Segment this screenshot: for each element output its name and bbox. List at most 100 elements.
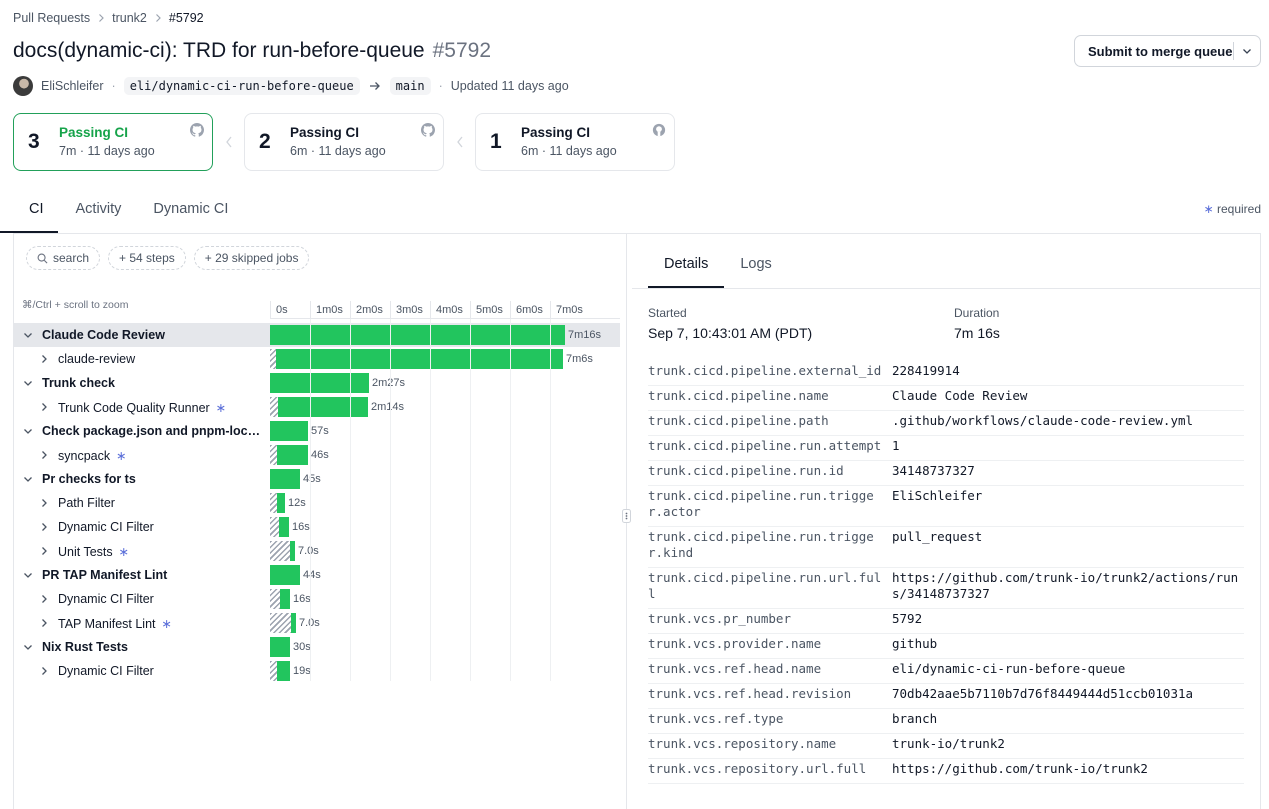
github-icon[interactable] bbox=[652, 123, 666, 137]
chevron-right-icon[interactable] bbox=[39, 450, 49, 460]
chevron-down-icon[interactable] bbox=[23, 570, 33, 580]
attribute-value: branch bbox=[892, 711, 938, 726]
duration-bar[interactable] bbox=[278, 397, 368, 417]
run-status: Passing CI bbox=[59, 125, 129, 140]
job-name: Check package.json and pnpm-loc… bbox=[42, 424, 261, 438]
breadcrumb-trunk2[interactable]: trunk2 bbox=[112, 11, 147, 25]
attribute-row: trunk.vcs.pr_number 5792 bbox=[648, 609, 1244, 634]
tab-details[interactable]: Details bbox=[647, 246, 725, 288]
job-row[interactable]: Path Filter 12s bbox=[14, 491, 620, 515]
chevron-down-icon[interactable] bbox=[23, 642, 33, 652]
job-group-row[interactable]: Trunk check 2m27s bbox=[14, 371, 620, 395]
chevron-down-icon[interactable] bbox=[23, 330, 33, 340]
chevron-right-icon[interactable] bbox=[39, 402, 49, 412]
attribute-key: trunk.vcs.repository.url.full bbox=[648, 761, 867, 776]
chevron-left-icon bbox=[226, 136, 232, 148]
attribute-value: 5792 bbox=[892, 611, 923, 626]
job-group-row[interactable]: Nix Rust Tests 30s bbox=[14, 635, 620, 659]
job-row[interactable]: TAP Manifest Lint∗ 7.0s bbox=[14, 611, 620, 635]
job-name: Nix Rust Tests bbox=[42, 640, 128, 654]
axis-tick: 3m0s bbox=[390, 301, 423, 319]
duration-bar[interactable] bbox=[270, 373, 369, 393]
duration-bar[interactable] bbox=[291, 613, 296, 633]
run-card-2[interactable]: 2 Passing CI 6m · 11 days ago bbox=[244, 113, 444, 171]
submit-merge-queue-label[interactable]: Submit to merge queue bbox=[1088, 43, 1233, 59]
grid-line bbox=[430, 319, 431, 681]
merge-options-dropdown[interactable] bbox=[1234, 46, 1260, 56]
job-name: PR TAP Manifest Lint bbox=[42, 568, 168, 582]
queued-time-bar bbox=[270, 517, 279, 537]
base-branch[interactable]: main bbox=[389, 77, 431, 95]
duration-bar[interactable] bbox=[277, 445, 308, 465]
duration-bar[interactable] bbox=[290, 541, 295, 561]
tab-logs[interactable]: Logs bbox=[740, 256, 772, 272]
duration-bar[interactable] bbox=[270, 565, 300, 585]
duration-bar[interactable] bbox=[270, 325, 565, 345]
head-branch[interactable]: eli/dynamic-ci-run-before-queue bbox=[123, 77, 360, 95]
tab-activity[interactable]: Activity bbox=[75, 201, 122, 217]
submit-merge-queue-button[interactable]: Submit to merge queue bbox=[1074, 35, 1261, 67]
attribute-key: trunk.vcs.provider.name bbox=[648, 636, 822, 651]
chevron-right-icon[interactable] bbox=[39, 354, 49, 364]
chevron-right-icon[interactable] bbox=[39, 522, 49, 532]
steps-chip[interactable]: + 54 steps bbox=[108, 246, 186, 270]
job-duration: 16s bbox=[293, 593, 311, 605]
author-name[interactable]: EliSchleifer bbox=[41, 79, 104, 93]
duration-bar[interactable] bbox=[270, 637, 290, 657]
resize-handle-icon[interactable] bbox=[622, 509, 631, 523]
job-row[interactable]: Unit Tests ∗ 7.0s bbox=[14, 539, 620, 563]
job-group-row[interactable]: Claude Code Review 7m16s bbox=[14, 323, 620, 347]
avatar[interactable] bbox=[13, 76, 33, 96]
duration-bar[interactable] bbox=[270, 421, 308, 441]
job-row[interactable]: syncpack ∗ 46s bbox=[14, 443, 620, 467]
attribute-value: github bbox=[892, 636, 938, 651]
search-chip[interactable]: search bbox=[26, 246, 101, 270]
run-card-3[interactable]: 3 Passing CI 7m · 11 days ago bbox=[13, 113, 213, 171]
job-row[interactable]: Dynamic CI Filter 19s bbox=[14, 659, 620, 683]
chevron-down-icon[interactable] bbox=[23, 426, 33, 436]
run-number: 2 bbox=[259, 130, 271, 153]
job-duration: 7.0s bbox=[298, 545, 319, 557]
tab-dynamic-ci[interactable]: Dynamic CI bbox=[153, 201, 229, 217]
pr-tabs: CI Activity Dynamic CI bbox=[0, 193, 229, 233]
skipped-jobs-chip[interactable]: + 29 skipped jobs bbox=[193, 246, 310, 270]
duration-bar[interactable] bbox=[279, 517, 289, 537]
axis-tick: 5m0s bbox=[470, 301, 503, 319]
required-star-icon: ∗ bbox=[161, 617, 172, 631]
job-row[interactable]: Trunk Code Quality Runner ∗ 2m14s bbox=[14, 395, 620, 419]
chevron-down-icon[interactable] bbox=[23, 378, 33, 388]
breadcrumb-pull-requests[interactable]: Pull Requests bbox=[13, 11, 91, 25]
queued-time-bar bbox=[270, 349, 276, 369]
duration-bar[interactable] bbox=[280, 589, 290, 609]
attribute-key: trunk.vcs.ref.type bbox=[648, 711, 784, 726]
duration-bar[interactable] bbox=[270, 469, 300, 489]
duration-bar[interactable] bbox=[277, 661, 290, 681]
github-icon[interactable] bbox=[190, 123, 204, 137]
attribute-value: https://github.com/trunk-io/trunk2/actio… bbox=[892, 570, 1239, 601]
job-group-row[interactable]: Pr checks for ts 45s bbox=[14, 467, 620, 491]
chevron-right-icon[interactable] bbox=[39, 498, 49, 508]
chevron-right-icon[interactable] bbox=[39, 618, 49, 628]
attribute-row: trunk.cicd.pipeline.run.url.full https://… bbox=[648, 568, 1244, 609]
job-row[interactable]: Dynamic CI Filter 16s bbox=[14, 587, 620, 611]
job-duration: 16s bbox=[292, 521, 310, 533]
duration-bar[interactable] bbox=[277, 493, 285, 513]
run-card-1[interactable]: 1 Passing CI 6m · 11 days ago bbox=[475, 113, 675, 171]
chevron-right-icon[interactable] bbox=[39, 594, 49, 604]
chevron-down-icon[interactable] bbox=[23, 474, 33, 484]
job-row[interactable]: claude-review 7m6s bbox=[14, 347, 620, 371]
details-tabs-divider bbox=[632, 288, 1260, 289]
job-group-row[interactable]: PR TAP Manifest Lint 44s bbox=[14, 563, 620, 587]
grid-line bbox=[550, 319, 551, 681]
tab-ci[interactable]: CI bbox=[0, 193, 58, 233]
job-group-row[interactable]: Check package.json and pnpm-loc… 57s bbox=[14, 419, 620, 443]
queued-time-bar bbox=[270, 397, 278, 417]
chevron-right-icon[interactable] bbox=[39, 546, 49, 556]
github-icon[interactable] bbox=[421, 123, 435, 137]
chevron-right-icon[interactable] bbox=[39, 666, 49, 676]
run-status: Passing CI bbox=[521, 125, 591, 140]
required-legend: ∗ required bbox=[1203, 202, 1261, 216]
job-duration: 12s bbox=[288, 497, 306, 509]
job-row[interactable]: Dynamic CI Filter 16s bbox=[14, 515, 620, 539]
duration-bar[interactable] bbox=[276, 349, 563, 369]
